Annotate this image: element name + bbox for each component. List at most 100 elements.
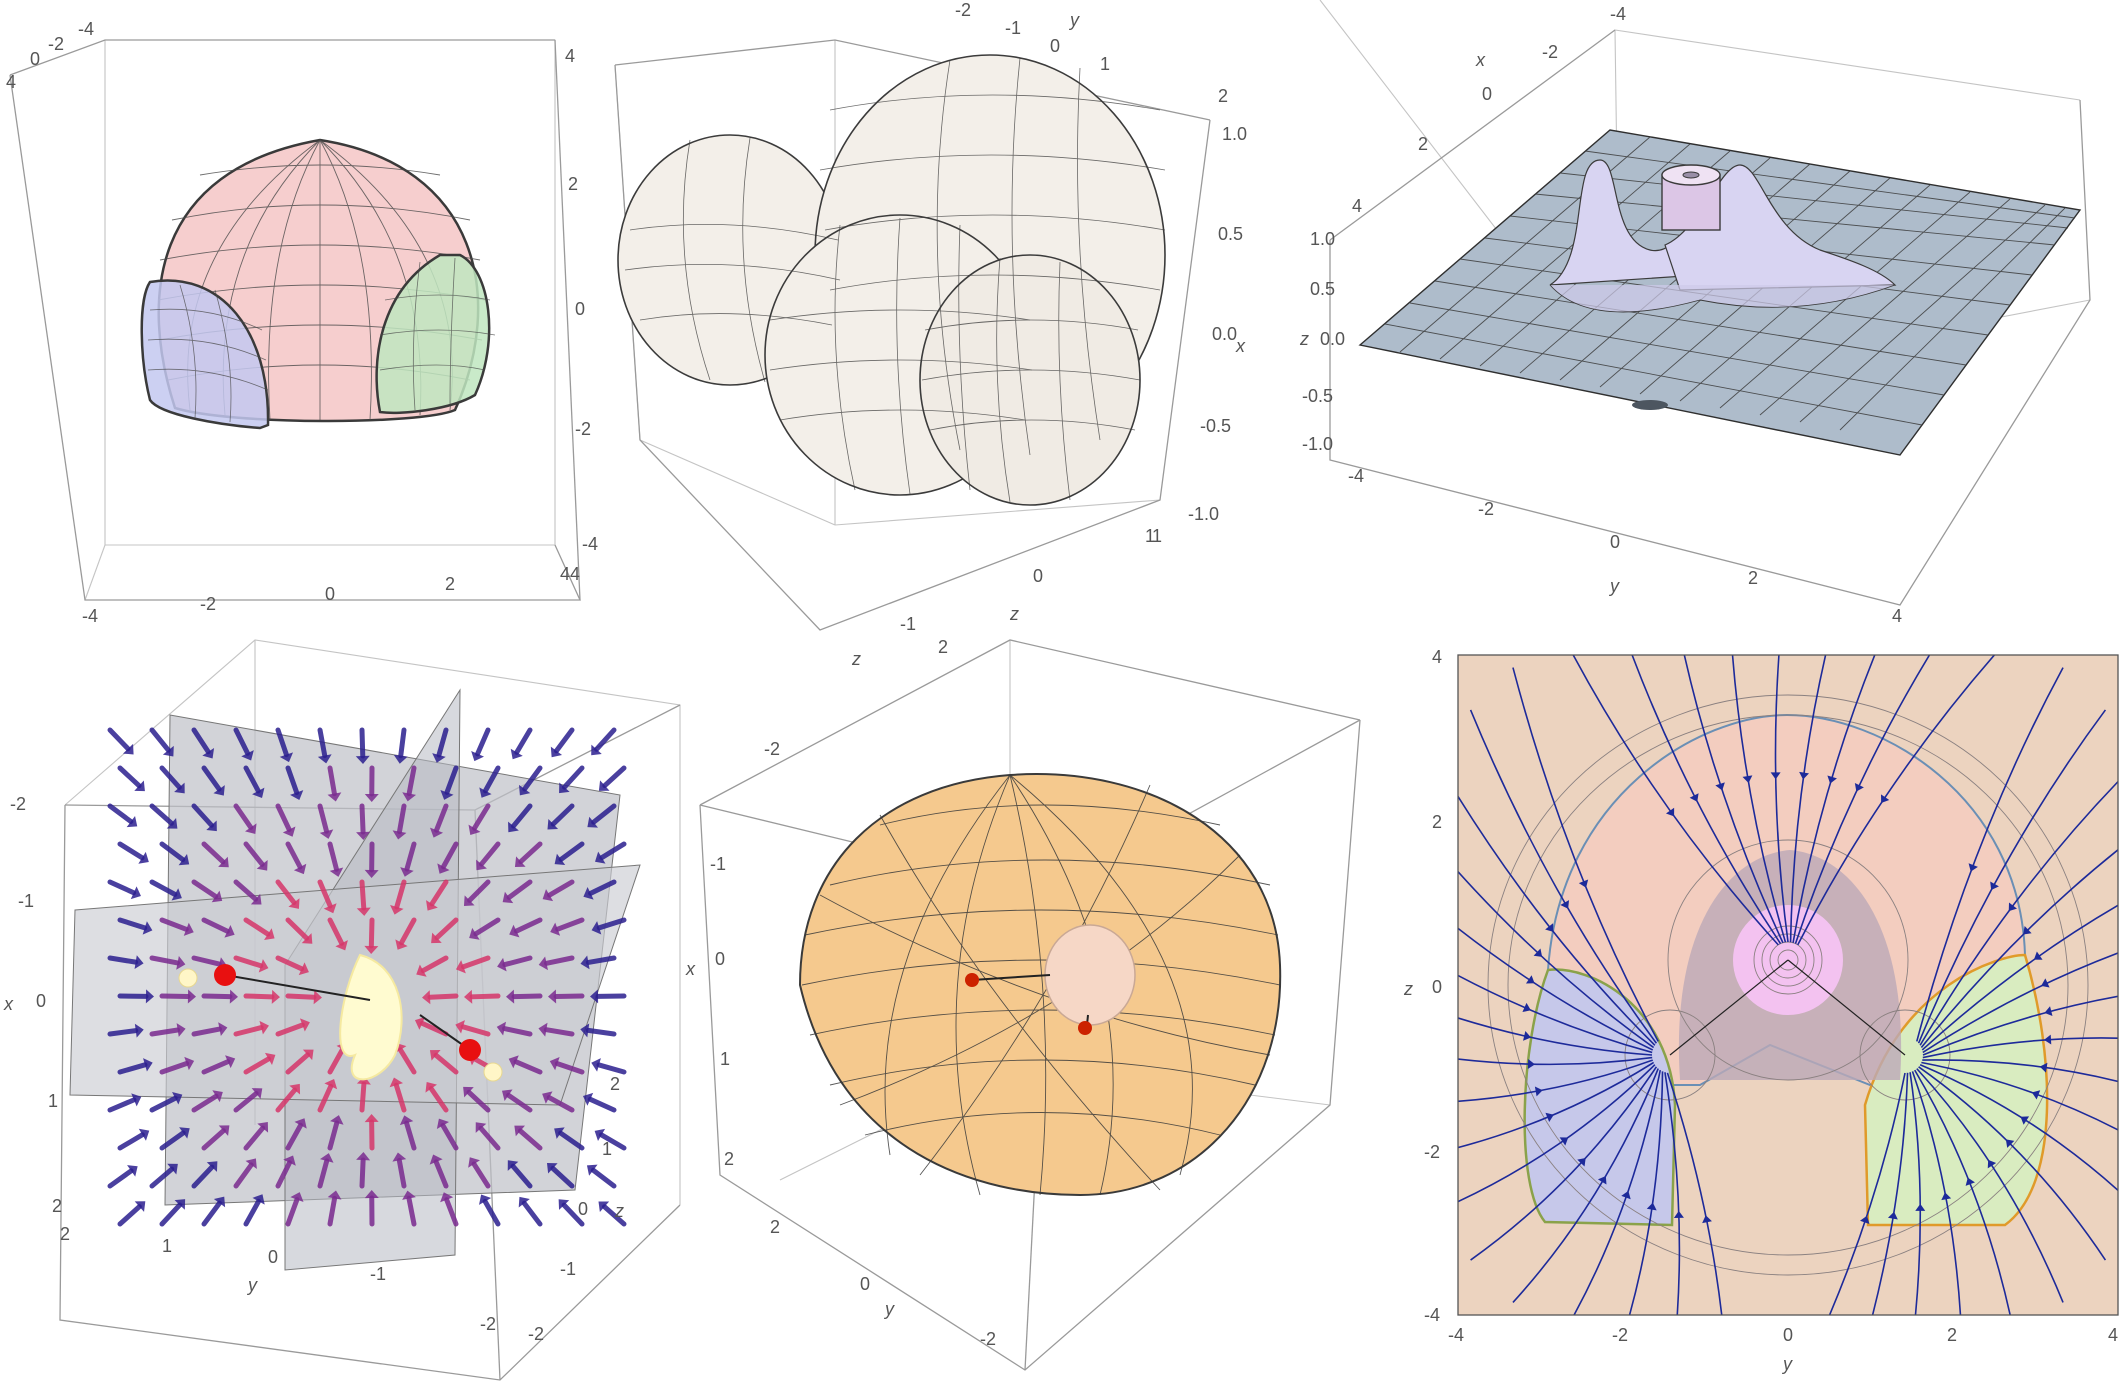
field-arrow-head: [282, 826, 296, 837]
field-arrow-head: [437, 863, 450, 874]
field-arrow-head: [229, 989, 238, 1004]
streamline: [1919, 780, 2118, 1046]
field-arrow: [149, 727, 171, 753]
field-arrow-head: [390, 905, 404, 915]
field-arrow: [285, 765, 300, 796]
field-arrow: [440, 841, 459, 870]
field-arrow-head: [392, 830, 407, 840]
field-arrow: [149, 1166, 175, 1189]
svg-text:-4: -4: [78, 19, 94, 39]
field-arrow: [461, 955, 491, 970]
streamline-arrow-head: [1915, 1203, 1926, 1211]
field-arrow: [433, 1159, 449, 1189]
field-arrow: [469, 993, 501, 1000]
field-arrow-head: [166, 818, 178, 829]
svg-text:0.0: 0.0: [1212, 324, 1237, 344]
streamline: [1922, 995, 2118, 1056]
panel-b-ticks-top: -2 -1 0 1 2 y: [955, 0, 1228, 106]
svg-text:-1: -1: [710, 854, 726, 874]
svg-text:0: 0: [1783, 1325, 1793, 1345]
streamline: [1914, 1069, 2011, 1315]
field-arrow-head: [302, 1049, 314, 1061]
field-arrow: [317, 879, 333, 909]
field-arrow-head: [508, 821, 519, 833]
field-arrow-head: [440, 1192, 454, 1203]
field-arrow-head: [218, 1125, 230, 1136]
field-arrow-head: [212, 1090, 223, 1103]
field-arrow: [393, 1082, 407, 1113]
field-arrow-head: [399, 1115, 414, 1126]
svg-text:-2: -2: [575, 419, 591, 439]
svg-text:1.0: 1.0: [1310, 229, 1335, 249]
svg-text:1: 1: [1145, 526, 1155, 546]
field-arrow-head: [329, 867, 344, 877]
field-arrow: [521, 1200, 543, 1227]
field-arrow-head: [542, 1091, 553, 1104]
field-arrow-head: [301, 933, 313, 944]
field-arrow-head: [174, 782, 185, 794]
panel-e-svg: z 2 -2 -1 0 1 2 x 2 0 -2 y: [685, 637, 1361, 1371]
field-arrow: [243, 917, 271, 937]
field-arrow-head: [479, 787, 492, 798]
svg-text:x: x: [3, 994, 14, 1014]
streamline-arrow-head: [2033, 951, 2043, 960]
streamline: [1572, 655, 1779, 946]
field-arrow: [522, 765, 543, 792]
field-arrow-head: [429, 827, 444, 838]
field-arrow: [506, 1092, 533, 1113]
field-arrow: [285, 917, 310, 941]
streamline: [1794, 655, 1931, 944]
svg-text:0: 0: [1432, 977, 1442, 997]
field-arrow: [149, 955, 181, 966]
field-arrow-head: [298, 962, 309, 976]
field-arrow-head: [364, 869, 379, 878]
field-arrow: [243, 765, 261, 794]
svg-text:-2: -2: [1612, 1325, 1628, 1345]
svg-text:-2: -2: [764, 739, 780, 759]
field-arrow: [275, 955, 305, 972]
panel-f-contours: [1487, 694, 2089, 1276]
field-arrow-head: [550, 922, 561, 936]
field-arrow-head: [402, 792, 417, 802]
field-arrow-head: [299, 1018, 310, 1032]
field-arrow: [201, 917, 230, 934]
field-arrow-head: [509, 924, 520, 938]
field-arrow-head: [502, 891, 514, 904]
svg-text:1.0: 1.0: [1222, 124, 1247, 144]
field-arrow: [149, 1027, 181, 1037]
streamline-arrow-head: [1525, 975, 1535, 984]
streamline: [1909, 1072, 1922, 1315]
field-arrow-head: [426, 900, 438, 911]
panel-a-svg: 4 0 -2 -4 4 2 0 -2 -4 4 -4 -2 0 2 4: [6, 19, 598, 626]
field-arrow-head: [580, 1023, 590, 1038]
field-arrow: [233, 879, 259, 902]
field-arrow-head: [549, 1057, 560, 1071]
streamline: [1458, 1059, 1653, 1103]
panel-f-ticks-left: 4 2 0 -2 -4 z: [1403, 647, 1442, 1325]
field-arrow-head: [598, 780, 610, 791]
svg-text:z: z: [1009, 604, 1019, 624]
streamline: [1774, 655, 1789, 943]
field-arrow-head: [167, 1163, 178, 1175]
svg-text:4: 4: [560, 564, 570, 584]
field-arrow: [191, 955, 222, 967]
panel-d-vector-field: -2 -1 0 1 2 x 2 1 0 -1 -2 y 2 1 0 -1 -2 …: [0, 635, 700, 1385]
field-arrow-head: [130, 886, 141, 900]
field-arrow-head: [122, 743, 134, 755]
field-arrow-head: [431, 932, 442, 944]
field-arrow-head: [290, 790, 304, 801]
panel-d-ticks-left: -2 -1 0 1 2 x: [3, 794, 62, 1216]
field-arrow: [317, 1158, 330, 1189]
field-arrow-head: [471, 751, 485, 762]
panel-a-left-lobe: [140, 279, 270, 430]
field-arrow: [233, 1162, 254, 1189]
field-arrow: [243, 841, 265, 867]
field-arrow: [436, 727, 449, 758]
field-arrow-head: [271, 989, 280, 1004]
streamline-arrow-head: [2043, 1034, 2052, 1045]
field-arrow-head: [211, 890, 223, 903]
svg-text:4: 4: [1892, 606, 1902, 626]
field-arrow: [117, 765, 142, 789]
field-arrow-head: [252, 1194, 265, 1205]
svg-text:0: 0: [715, 949, 725, 969]
